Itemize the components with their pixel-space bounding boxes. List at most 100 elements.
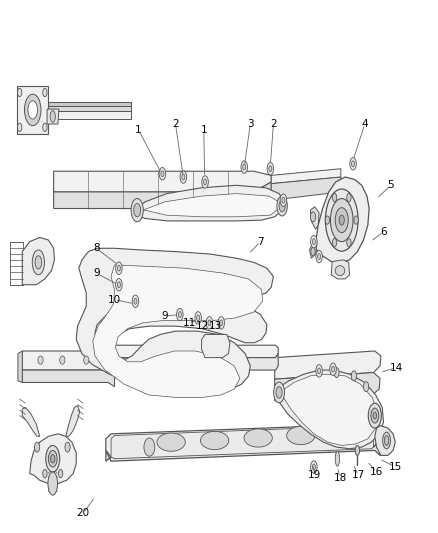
Polygon shape (282, 374, 378, 446)
Ellipse shape (35, 256, 42, 269)
Ellipse shape (132, 295, 139, 308)
Text: 6: 6 (380, 227, 387, 237)
Ellipse shape (32, 250, 45, 275)
Polygon shape (22, 370, 115, 386)
Ellipse shape (316, 251, 322, 263)
Ellipse shape (202, 176, 208, 188)
Ellipse shape (219, 320, 223, 326)
Ellipse shape (368, 403, 381, 428)
Ellipse shape (364, 382, 369, 392)
Text: 8: 8 (93, 243, 99, 253)
Polygon shape (47, 109, 59, 124)
Polygon shape (311, 207, 319, 229)
Ellipse shape (269, 166, 272, 172)
Ellipse shape (65, 442, 70, 452)
Ellipse shape (267, 163, 274, 175)
Ellipse shape (157, 433, 185, 451)
Ellipse shape (243, 164, 246, 170)
Ellipse shape (117, 265, 120, 271)
Ellipse shape (18, 123, 22, 132)
Ellipse shape (383, 432, 391, 449)
Text: 10: 10 (108, 295, 121, 305)
Polygon shape (48, 102, 131, 106)
Ellipse shape (330, 363, 336, 375)
Polygon shape (66, 406, 80, 437)
Ellipse shape (218, 317, 224, 329)
Ellipse shape (48, 450, 57, 467)
Text: 15: 15 (389, 462, 402, 472)
Ellipse shape (25, 94, 41, 126)
Ellipse shape (180, 171, 187, 183)
Polygon shape (201, 334, 230, 358)
Ellipse shape (50, 111, 55, 123)
Polygon shape (48, 106, 131, 111)
Text: 18: 18 (333, 473, 346, 483)
Ellipse shape (385, 435, 389, 446)
Ellipse shape (84, 356, 89, 364)
Ellipse shape (48, 472, 57, 495)
Ellipse shape (35, 442, 40, 452)
Ellipse shape (206, 317, 213, 329)
Polygon shape (108, 353, 278, 370)
Ellipse shape (355, 446, 360, 455)
Text: 17: 17 (352, 470, 365, 480)
Ellipse shape (332, 193, 337, 202)
Text: 11: 11 (183, 318, 196, 328)
Polygon shape (143, 193, 279, 217)
Text: 7: 7 (257, 237, 264, 247)
Ellipse shape (311, 212, 316, 222)
Polygon shape (18, 351, 22, 383)
Text: 20: 20 (77, 508, 90, 519)
Ellipse shape (204, 179, 207, 185)
Ellipse shape (201, 431, 229, 450)
Ellipse shape (352, 161, 355, 167)
Ellipse shape (332, 238, 337, 247)
Ellipse shape (325, 216, 329, 224)
Ellipse shape (144, 438, 155, 456)
Ellipse shape (195, 312, 201, 324)
Ellipse shape (276, 386, 282, 398)
Ellipse shape (38, 356, 43, 364)
Ellipse shape (347, 193, 351, 202)
Text: 3: 3 (247, 119, 254, 129)
Ellipse shape (371, 408, 379, 423)
Ellipse shape (241, 161, 247, 173)
Ellipse shape (279, 200, 285, 212)
Text: 16: 16 (370, 467, 383, 477)
Text: 1: 1 (201, 125, 207, 135)
Polygon shape (375, 425, 395, 455)
Ellipse shape (134, 298, 137, 304)
Text: 2: 2 (270, 119, 277, 129)
Ellipse shape (43, 123, 47, 132)
Ellipse shape (325, 189, 358, 251)
Ellipse shape (58, 470, 63, 478)
Ellipse shape (208, 320, 211, 326)
Ellipse shape (46, 446, 60, 472)
Ellipse shape (18, 88, 22, 96)
Text: 9: 9 (93, 268, 99, 278)
Ellipse shape (312, 239, 315, 245)
Polygon shape (17, 86, 48, 134)
Ellipse shape (43, 470, 47, 478)
Ellipse shape (244, 429, 272, 447)
Ellipse shape (159, 167, 166, 180)
Ellipse shape (318, 368, 321, 374)
Ellipse shape (335, 208, 348, 232)
Ellipse shape (43, 88, 47, 96)
Polygon shape (53, 182, 271, 208)
Ellipse shape (311, 236, 317, 248)
Ellipse shape (50, 455, 55, 463)
Text: 19: 19 (308, 470, 321, 480)
Ellipse shape (116, 262, 122, 274)
Ellipse shape (277, 196, 287, 216)
Ellipse shape (351, 371, 357, 381)
Ellipse shape (332, 366, 335, 372)
Ellipse shape (60, 356, 65, 364)
Polygon shape (22, 407, 40, 437)
Ellipse shape (282, 197, 285, 203)
Ellipse shape (330, 199, 353, 241)
Text: 9: 9 (161, 311, 168, 321)
Polygon shape (76, 248, 273, 391)
Ellipse shape (335, 451, 339, 466)
Ellipse shape (177, 308, 183, 321)
